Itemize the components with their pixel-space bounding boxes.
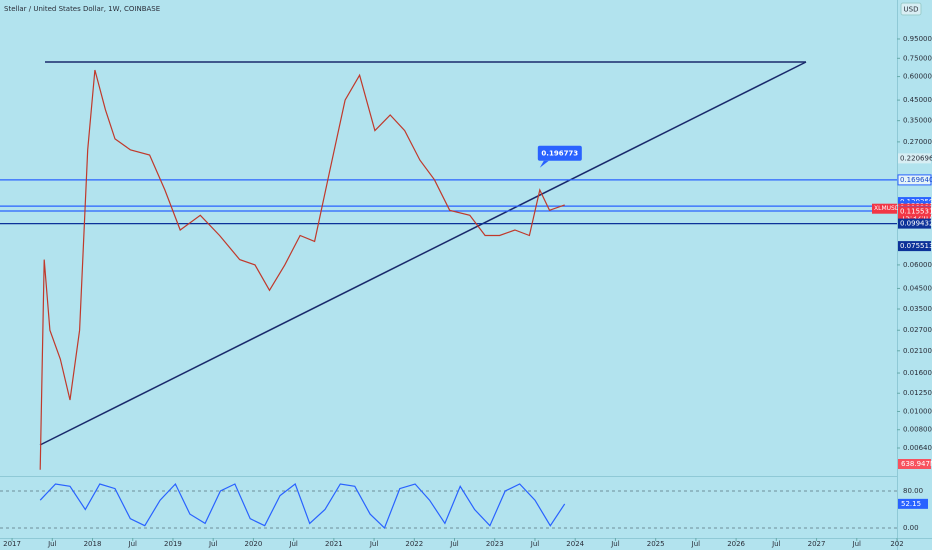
price-tag-label: 0.169640 [900,176,932,184]
x-tick-label: 2018 [84,540,102,548]
x-tick-label: 2017 [3,540,21,548]
x-tick-label: Jul [852,540,862,548]
price-tag-label: 0.075513 [900,242,932,250]
y-tick-label: 80.00 [903,487,923,495]
price-tag [898,206,931,217]
countdown-label: 15:32:07 [901,214,932,222]
annotation-box [537,145,582,161]
currency-label: USD [904,6,919,14]
x-tick-label: 2022 [405,540,423,548]
y-tick-label: 0.00 [903,524,919,532]
symbol-label: XLMUSD [874,205,900,212]
price-tag-label: 0.099432 [900,220,932,228]
x-tick-label: Jul [691,540,701,548]
price-tag [898,153,931,164]
series-line [39,482,566,530]
x-tick-label: Jul [288,540,298,548]
x-tick-label: Jul [530,540,540,548]
price-tag [898,498,928,509]
symbol-tag [872,203,897,214]
x-tick-label: 2021 [325,540,343,548]
price-tag-label: 0.220696 [900,154,932,162]
x-tick-label: 2020 [244,540,262,548]
x-tick-label: 2026 [727,540,745,548]
chart-title: Stellar / United States Dollar, 1W, COIN… [4,5,160,13]
x-tick-label: 2023 [486,540,504,548]
x-tick-label: 2027 [808,540,826,548]
countdown-tag [898,213,931,223]
y-tick-label: 0.006400 [903,444,932,452]
volume-label: 638.947M [901,460,932,468]
series-line [39,69,565,470]
price-tag-label: 52.15 [901,500,921,508]
x-tick-label: Jul [610,540,620,548]
x-tick-label: Jul [128,540,138,548]
x-tick-label: 202 [890,540,903,548]
x-tick-label: Jul [369,540,379,548]
annotation-label: 0.196773 [541,149,578,157]
price-tag [898,241,931,252]
volume-tag [898,459,931,469]
x-tick-label: Jul [208,540,218,548]
x-tick-label: Jul [449,540,459,548]
price-tag [898,218,931,229]
annotation-pointer [539,160,549,168]
price-tag-label: 0.115531 [900,207,932,215]
x-tick-label: 2025 [647,540,665,548]
x-tick-label: 2019 [164,540,182,548]
currency-button[interactable] [900,2,922,16]
x-tick-label: Jul [47,540,57,548]
trend-line [39,61,807,446]
price-tag [897,174,932,186]
x-tick-label: Jul [771,540,781,548]
x-tick-label: 2024 [566,540,584,548]
